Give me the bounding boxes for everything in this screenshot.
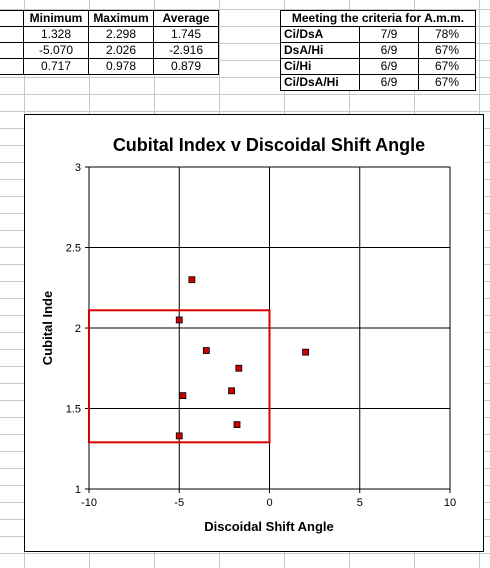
criteria-percent[interactable]: 67% bbox=[418, 58, 476, 75]
y-tick-label: 2.5 bbox=[66, 243, 81, 255]
stats-header-maximum[interactable]: Maximum bbox=[88, 10, 154, 27]
criteria-row: DsA/Hi 6/9 67% bbox=[280, 42, 476, 59]
chart-area[interactable]: Cubital Index v Discoidal Shift Angle -1… bbox=[24, 114, 484, 552]
criteria-fraction[interactable]: 7/9 bbox=[359, 26, 419, 43]
tick-labels: -10 -5 0 5 10 1 1.5 2 2.5 3 bbox=[66, 162, 456, 509]
stats-cell[interactable]: 0.717 bbox=[23, 58, 89, 75]
x-tick-label: -5 bbox=[174, 497, 184, 509]
criteria-header-row: Meeting the criteria for A.m.m. bbox=[280, 10, 476, 27]
stats-row: 1.328 2.298 1.745 bbox=[0, 26, 219, 43]
x-tick-label: -10 bbox=[81, 497, 97, 509]
x-tick-label: 0 bbox=[266, 497, 272, 509]
criteria-name[interactable]: DsA/Hi bbox=[280, 42, 360, 59]
stats-row: 0.717 0.978 0.879 bbox=[0, 58, 219, 75]
row-label-cell[interactable] bbox=[0, 58, 24, 75]
criteria-fraction[interactable]: 6/9 bbox=[359, 74, 419, 91]
scatter-point[interactable] bbox=[233, 421, 241, 429]
scatter-point[interactable] bbox=[235, 364, 243, 372]
chart-title: Cubital Index v Discoidal Shift Angle bbox=[113, 135, 425, 155]
row-label-cell[interactable] bbox=[0, 26, 24, 43]
scatter-point[interactable] bbox=[188, 276, 196, 284]
stats-header-average[interactable]: Average bbox=[153, 10, 219, 27]
criteria-fraction[interactable]: 6/9 bbox=[359, 58, 419, 75]
criteria-header[interactable]: Meeting the criteria for A.m.m. bbox=[280, 10, 476, 27]
stats-row: -5.070 2.026 -2.916 bbox=[0, 42, 219, 59]
scatter-chart[interactable]: Cubital Index v Discoidal Shift Angle -1… bbox=[25, 115, 483, 551]
criteria-percent[interactable]: 67% bbox=[418, 42, 476, 59]
scatter-point[interactable] bbox=[302, 348, 310, 356]
y-tick-label: 1 bbox=[75, 484, 81, 496]
scatter-point[interactable] bbox=[175, 316, 183, 324]
stats-cell[interactable]: 1.328 bbox=[23, 26, 89, 43]
x-tick-label: 10 bbox=[444, 497, 456, 509]
criteria-fraction[interactable]: 6/9 bbox=[359, 42, 419, 59]
stats-header-row: Minimum Maximum Average bbox=[0, 10, 219, 27]
criteria-row: Ci/DsA 7/9 78% bbox=[280, 26, 476, 43]
y-tick-label: 1.5 bbox=[66, 404, 81, 416]
stats-table: Minimum Maximum Average 1.328 2.298 1.74… bbox=[0, 10, 219, 75]
data-points bbox=[175, 276, 310, 440]
stats-cell[interactable]: -5.070 bbox=[23, 42, 89, 59]
y-tick-label: 2 bbox=[75, 323, 81, 335]
x-axis-title: Discoidal Shift Angle bbox=[204, 519, 334, 534]
stats-cell[interactable]: 0.879 bbox=[153, 58, 219, 75]
scatter-point[interactable] bbox=[202, 347, 210, 354]
scatter-point[interactable] bbox=[228, 387, 235, 395]
criteria-table: Meeting the criteria for A.m.m. Ci/DsA 7… bbox=[280, 10, 476, 91]
criteria-name[interactable]: Ci/DsA/Hi bbox=[280, 74, 360, 91]
stats-cell[interactable]: 1.745 bbox=[153, 26, 219, 43]
criteria-name[interactable]: Ci/DsA bbox=[280, 26, 360, 43]
criteria-box[interactable] bbox=[88, 309, 271, 444]
stats-cell[interactable]: 2.298 bbox=[88, 26, 154, 43]
criteria-percent[interactable]: 67% bbox=[418, 74, 476, 91]
y-tick-label: 3 bbox=[75, 162, 81, 174]
stats-cell[interactable]: 0.978 bbox=[88, 58, 154, 75]
criteria-name[interactable]: Ci/Hi bbox=[280, 58, 360, 75]
x-tick-label: 5 bbox=[357, 497, 363, 509]
row-label-cell[interactable] bbox=[0, 10, 24, 27]
stats-cell[interactable]: 2.026 bbox=[88, 42, 154, 59]
scatter-point[interactable] bbox=[179, 392, 187, 400]
row-label-cell[interactable] bbox=[0, 42, 24, 59]
criteria-row: Ci/DsA/Hi 6/9 67% bbox=[280, 74, 476, 91]
criteria-row: Ci/Hi 6/9 67% bbox=[280, 58, 476, 75]
stats-cell[interactable]: -2.916 bbox=[153, 42, 219, 59]
stats-header-minimum[interactable]: Minimum bbox=[23, 10, 89, 27]
scatter-point[interactable] bbox=[175, 432, 183, 440]
criteria-percent[interactable]: 78% bbox=[418, 26, 476, 43]
y-axis-title: Cubital Inde bbox=[40, 291, 55, 365]
